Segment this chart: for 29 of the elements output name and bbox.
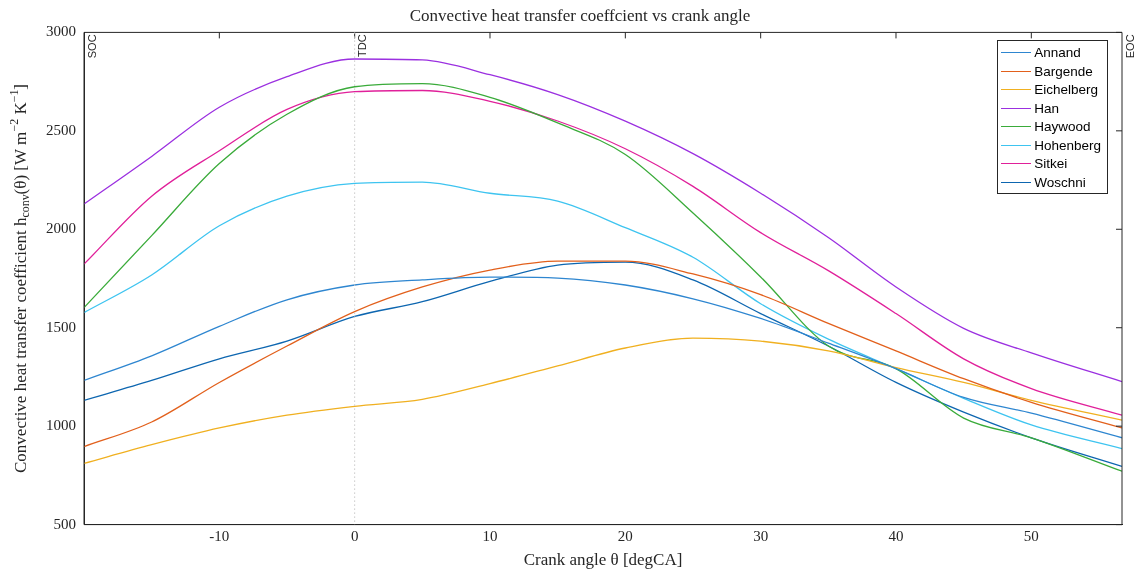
x-tick-label: 50 (1023, 527, 1039, 544)
y-tick-label: 2000 (46, 220, 76, 237)
legend-label: Annand (1034, 45, 1081, 61)
x-tick-label: 0 (350, 527, 359, 544)
line-series (84, 58, 1122, 383)
legend-label: Han (1034, 100, 1059, 116)
x-tick-label: 40 (888, 527, 904, 544)
x-tick-label: 10 (482, 527, 498, 544)
y-tick-label: 1000 (46, 417, 76, 434)
annotation: SOC (85, 34, 98, 59)
y-tick-label: 3000 (46, 23, 76, 40)
ref-line-label: TDC (356, 34, 369, 58)
line-series (84, 337, 1122, 465)
x-axis-title: Crank angle θ [degCA] (523, 550, 683, 570)
x-tick-label: -10 (209, 527, 230, 544)
line-series (84, 82, 1122, 472)
legend-label: Haywood (1034, 119, 1091, 135)
y-tick-label: 2500 (46, 121, 76, 138)
legend-label: Eichelberg (1034, 82, 1098, 98)
x-tick-label: 20 (617, 527, 633, 544)
y-tick-label: 1500 (46, 318, 76, 335)
legend-label: Woschni (1034, 174, 1086, 190)
x-tick-label: 30 (753, 527, 769, 544)
legend-label: Sitkei (1034, 156, 1068, 172)
text: EOC (1123, 34, 1136, 59)
chart-title: Convective heat transfer coeffcient vs crank angle (409, 5, 751, 25)
legend-label: Bargende (1034, 63, 1093, 79)
y-tick-label: 500 (53, 515, 76, 532)
legend-label: Hohenberg (1034, 137, 1101, 153)
